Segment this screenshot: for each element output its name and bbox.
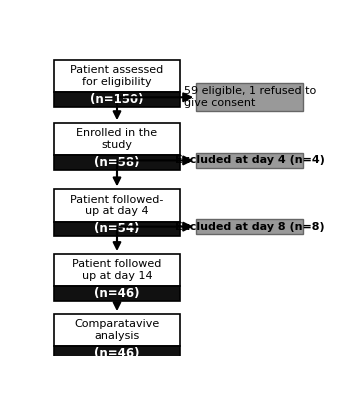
Bar (54, 155, 180, 170)
Bar (196, 84, 303, 111)
Bar (54, 92, 180, 107)
Bar (54, 60, 180, 92)
Text: Patient followed
up at day 14: Patient followed up at day 14 (72, 259, 162, 281)
Text: Excluded at day 4 (n=4): Excluded at day 4 (n=4) (175, 156, 325, 166)
Text: Comparatavive
analysis: Comparatavive analysis (74, 319, 160, 341)
Text: Enrolled in the
study: Enrolled in the study (76, 128, 157, 150)
Bar (54, 346, 180, 361)
Bar (54, 286, 180, 301)
Text: Patient followed-
up at day 4: Patient followed- up at day 4 (70, 194, 164, 216)
Bar (54, 189, 180, 222)
Text: (n=46): (n=46) (94, 347, 140, 360)
Bar (54, 254, 180, 286)
Bar (196, 219, 303, 234)
Text: Excluded at day 8 (n=8): Excluded at day 8 (n=8) (175, 222, 325, 232)
Bar (54, 222, 180, 236)
Text: Patient assessed
for eligibility: Patient assessed for eligibility (70, 65, 164, 87)
Text: (n=46): (n=46) (94, 287, 140, 300)
Text: 59 eligible, 1 refused to
give consent: 59 eligible, 1 refused to give consent (184, 86, 316, 108)
Text: (n=58): (n=58) (94, 156, 140, 169)
Bar (196, 153, 303, 168)
Bar (54, 314, 180, 346)
Text: (n=150): (n=150) (90, 93, 144, 106)
Text: (n=54): (n=54) (94, 222, 140, 236)
Bar (54, 123, 180, 155)
